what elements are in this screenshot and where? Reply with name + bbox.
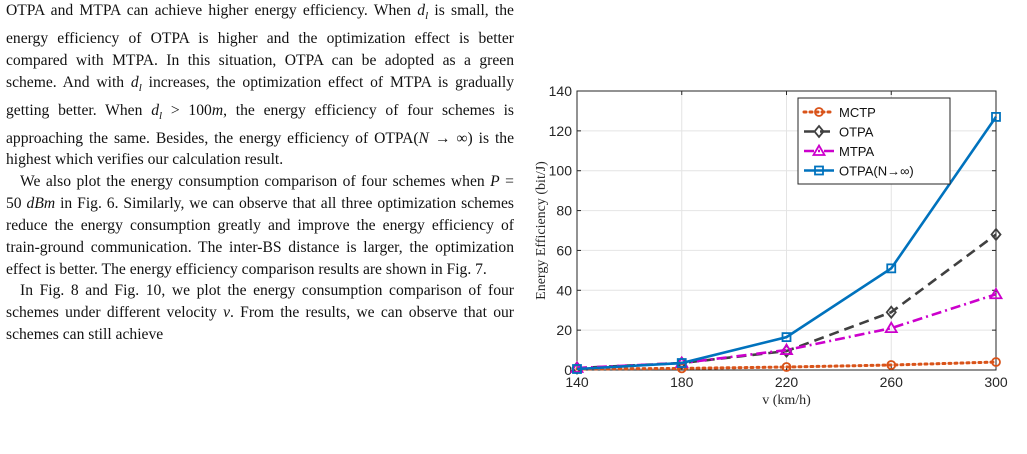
series-line [576,116,998,371]
y-tick-label: 20 [556,322,572,338]
legend-item: MTPA [804,143,874,159]
paper-text-column: OTPA and MTPA can achieve higher energy … [6,0,514,346]
paragraph-segment: d [151,101,159,119]
series-otpa-n- [572,112,1001,374]
legend-item: OTPA [804,125,874,140]
legend: MCTP OTPA MTPA OTPA(N→∞) [797,97,951,185]
legend-label: OTPA [839,125,874,140]
data-point [886,263,897,274]
paragraph-segment: OTPA and MTPA can achieve higher energy … [6,2,418,19]
paragraph-segment: increases, the optimization effect of MT… [6,73,514,119]
legend-label: MCTP [839,105,876,120]
paragraph-segment: m [211,101,224,119]
y-tick-label: 80 [556,203,572,219]
x-tick-label: 300 [984,374,1008,390]
line-chart: 0 20 40 60 80 100 120 140 140 180 220 260 300 v (km/h… [534,83,1008,408]
paragraph-1: OTPA and MTPA can achieve higher energy … [6,0,514,171]
data-point [991,357,1001,367]
data-point [885,305,897,320]
y-tick-label: 40 [556,282,572,298]
y-tick-label: 120 [549,123,573,139]
series-line [575,360,998,371]
paragraph-segment: l [158,109,163,122]
legend-marker [814,165,824,176]
data-point [886,360,897,370]
data-point [676,358,687,368]
data-point [990,227,1002,242]
data-point [884,320,899,334]
data-point [569,360,585,373]
legend-label: OTPA(N→∞) [839,164,914,179]
x-tick-label: 220 [775,374,799,390]
data-point [988,286,1004,300]
paragraph-segment: d [417,2,426,19]
x-tick-label: 180 [670,374,694,390]
y-tick-label: 140 [549,83,573,99]
paragraph-segment: l [425,10,429,23]
paragraph-segment: > 100 [162,101,212,119]
y-axis-label: Energy Efficiency (bit/J) [534,161,549,300]
data-point [676,363,687,374]
legend-marker [814,107,824,117]
paragraph-segment: → ∞) is the highest which verifies our c… [6,129,514,169]
paragraph-segment: In Fig. 8 and Fig. 10, we plot the energ… [6,282,514,322]
data-point [991,112,1001,122]
paragraph-segment: d [130,73,139,91]
legend-marker [813,124,825,139]
y-tick-label: 0 [564,362,572,378]
paragraph-segment: v [223,304,230,322]
paragraph-segment: = 50 [6,173,514,213]
paragraph-3: In Fig. 8 and Fig. 10, we plot the energ… [6,280,514,346]
legend-label: MTPA [839,144,874,159]
paragraph-segment: in Fig. 6. Similarly, we can observe tha… [6,195,514,278]
paragraph-segment: P [490,173,500,191]
paragraph-segment: We also plot the energy consumption comp… [20,173,491,191]
figure-energy-efficiency: 0 20 40 60 80 100 120 140 140 180 220 260 300 v (km/h… [520,0,1027,454]
paragraph-segment: dBm [26,195,56,213]
legend-marker [811,143,827,156]
x-tick-label: 140 [565,374,589,390]
data-point [781,332,792,343]
x-tick-label: 260 [880,374,904,390]
legend-item: MCTP [802,105,876,120]
y-tick-label: 100 [549,163,573,179]
data-point [781,362,792,372]
data-point [779,342,794,355]
paragraph-segment: l [138,81,142,94]
paragraph-segment: . From the results, we can observe that … [6,304,514,344]
paragraph-2: We also plot the energy consumption comp… [6,171,514,280]
y-tick-label: 60 [556,242,572,258]
data-point [572,364,582,374]
paragraph-segment: N [418,129,429,147]
x-axis-label: v (km/h) [762,393,811,408]
paragraph-segment: is small, the energy efficiency of OTPA … [6,2,514,91]
paragraph-segment: , the energy efficiency of four schemes … [6,101,514,147]
legend-item: OTPA(N→∞) [804,164,914,179]
